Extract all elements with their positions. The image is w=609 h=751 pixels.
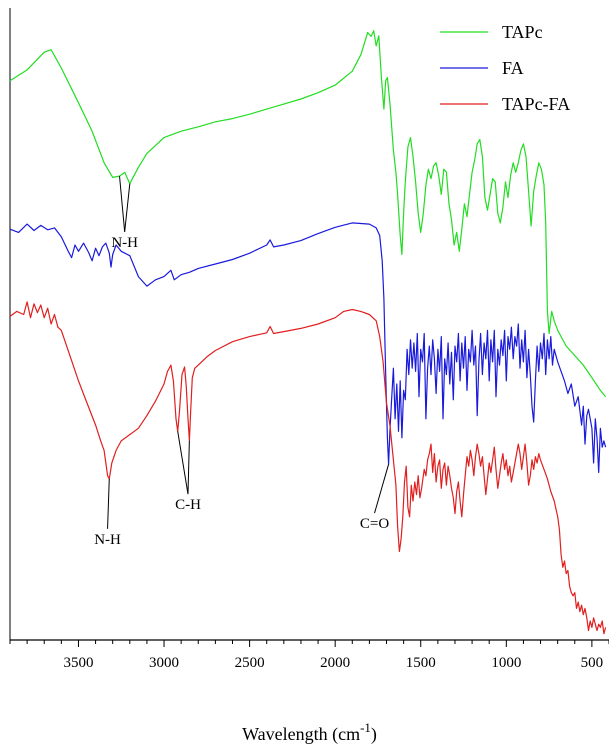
- series-line-tapc-fa: [9, 301, 607, 635]
- annotations: N-H N-H C-H C=O: [94, 176, 389, 548]
- x-axis-title-suffix: ): [371, 724, 377, 745]
- x-tick-label: 1000: [491, 655, 521, 671]
- annotation-n-h: N-H: [94, 532, 121, 548]
- annotation-leader: [124, 183, 131, 232]
- annotation-leader: [187, 440, 190, 495]
- annotation-n-h: N-H: [111, 235, 138, 251]
- x-axis-title-main: Wavelength (cm: [242, 724, 360, 745]
- x-tick-label: 500: [581, 655, 604, 671]
- series-layer: [9, 30, 607, 635]
- annotation-c-o: C=O: [360, 516, 389, 532]
- annotation-leader: [374, 464, 390, 514]
- series-line-tapc: [9, 30, 607, 398]
- x-axis-title: Wavelength (cm-1): [242, 720, 377, 745]
- legend-label-fa: FA: [502, 58, 524, 78]
- annotation-leader: [119, 176, 126, 232]
- legend-label-tapc-fa: TAPc-FA: [502, 94, 570, 114]
- x-tick-labels: 3500 3000 2500 2000 1500 1000 500: [63, 655, 603, 671]
- series-line-fa: [9, 222, 607, 474]
- plot-frame: [9, 8, 609, 641]
- legend: TAPc FA TAPc-FA: [440, 22, 570, 114]
- x-axis-title-sup: -1: [360, 720, 371, 735]
- legend-label-tapc: TAPc: [502, 22, 543, 42]
- annotation-c-h: C-H: [175, 497, 201, 513]
- x-tick-label: 3000: [149, 655, 179, 671]
- annotation-leader: [107, 478, 110, 529]
- x-tick-label: 3500: [63, 655, 93, 671]
- x-tick-label: 2000: [320, 655, 350, 671]
- x-tick-label: 2500: [235, 655, 265, 671]
- x-ticks: [9, 640, 609, 647]
- annotation-leader: [177, 431, 189, 495]
- x-tick-label: 1500: [406, 655, 436, 671]
